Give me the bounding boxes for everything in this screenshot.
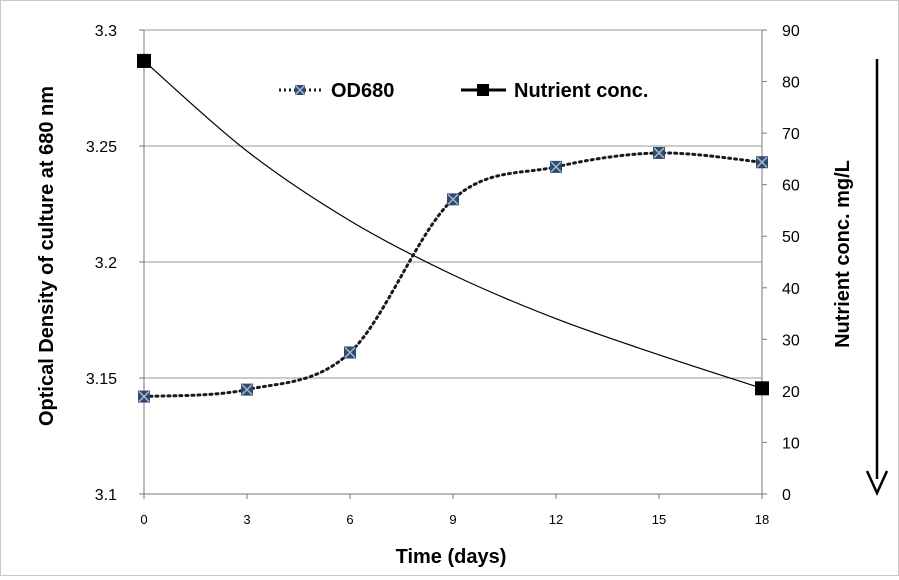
right-tick-label: 90 xyxy=(782,23,800,40)
x-axis-ticks: 0 3 6 9 12 15 18 xyxy=(140,494,769,527)
right-tick-label: 30 xyxy=(782,332,800,349)
left-tick-label: 3.25 xyxy=(86,139,117,156)
left-axis-ticks: 3.1 3.15 3.2 3.25 3.3 xyxy=(86,23,144,504)
od680-point xyxy=(344,346,356,359)
left-tick-label: 3.15 xyxy=(86,371,117,388)
od680-marker-cross-b xyxy=(756,156,768,168)
x-tick-label: 18 xyxy=(755,512,769,527)
nutrient-point xyxy=(755,381,769,396)
legend-entry-od680: OD680 xyxy=(279,80,394,102)
od680-point xyxy=(653,146,665,159)
x-tick-label: 9 xyxy=(449,512,456,527)
od680-marker-cross-b xyxy=(241,384,253,396)
x-tick-label: 0 xyxy=(140,512,147,527)
left-tick-label: 3.2 xyxy=(95,255,117,272)
series-nutrient-line xyxy=(143,60,763,389)
gridlines xyxy=(144,29,762,379)
od680-marker-cross-b xyxy=(653,147,665,159)
right-tick-label: 40 xyxy=(782,281,800,298)
legend-od680-label: OD680 xyxy=(331,80,394,102)
nutrient-point xyxy=(137,53,151,68)
down-arrow-head xyxy=(865,470,889,497)
x-tick-label: 6 xyxy=(346,512,353,527)
od680-point xyxy=(756,156,768,169)
od680-point xyxy=(447,193,459,206)
legend-nutrient-marker xyxy=(477,84,489,96)
left-axis-title: Optical Density of culture at 680 nm xyxy=(36,86,58,426)
legend-entry-nutrient: Nutrient conc. xyxy=(461,80,648,102)
right-tick-label: 70 xyxy=(782,126,800,143)
series-layer xyxy=(137,53,769,403)
down-arrow-annotation xyxy=(865,59,889,497)
right-tick-label: 60 xyxy=(782,178,800,195)
od680-point xyxy=(138,390,150,403)
od680-marker-cross-b xyxy=(344,346,356,359)
left-tick-label: 3.1 xyxy=(95,487,117,504)
right-tick-label: 10 xyxy=(782,435,800,452)
x-tick-label: 15 xyxy=(652,512,666,527)
legend-od680-marker-x2 xyxy=(294,84,306,96)
right-tick-label: 0 xyxy=(782,487,791,504)
right-tick-label: 20 xyxy=(782,384,800,401)
left-tick-label: 3.3 xyxy=(95,23,117,40)
od680-point xyxy=(241,383,253,396)
right-tick-label: 80 xyxy=(782,75,800,92)
right-axis-ticks: 0 10 20 30 40 50 60 70 80 90 xyxy=(762,23,800,504)
od680-point xyxy=(550,160,562,173)
od680-marker-cross-b xyxy=(447,193,459,205)
legend-nutrient-label: Nutrient conc. xyxy=(514,80,648,102)
x-tick-label: 3 xyxy=(243,512,250,527)
legend: OD680 Nutrient conc. xyxy=(279,80,648,102)
x-tick-label: 12 xyxy=(549,512,563,527)
right-tick-label: 50 xyxy=(782,229,800,246)
x-axis-title: Time (days) xyxy=(396,546,507,568)
od680-marker-cross-b xyxy=(138,391,150,403)
right-axis-title: Nutrient conc. mg/L xyxy=(832,160,854,348)
od680-marker-cross-b xyxy=(550,161,562,173)
